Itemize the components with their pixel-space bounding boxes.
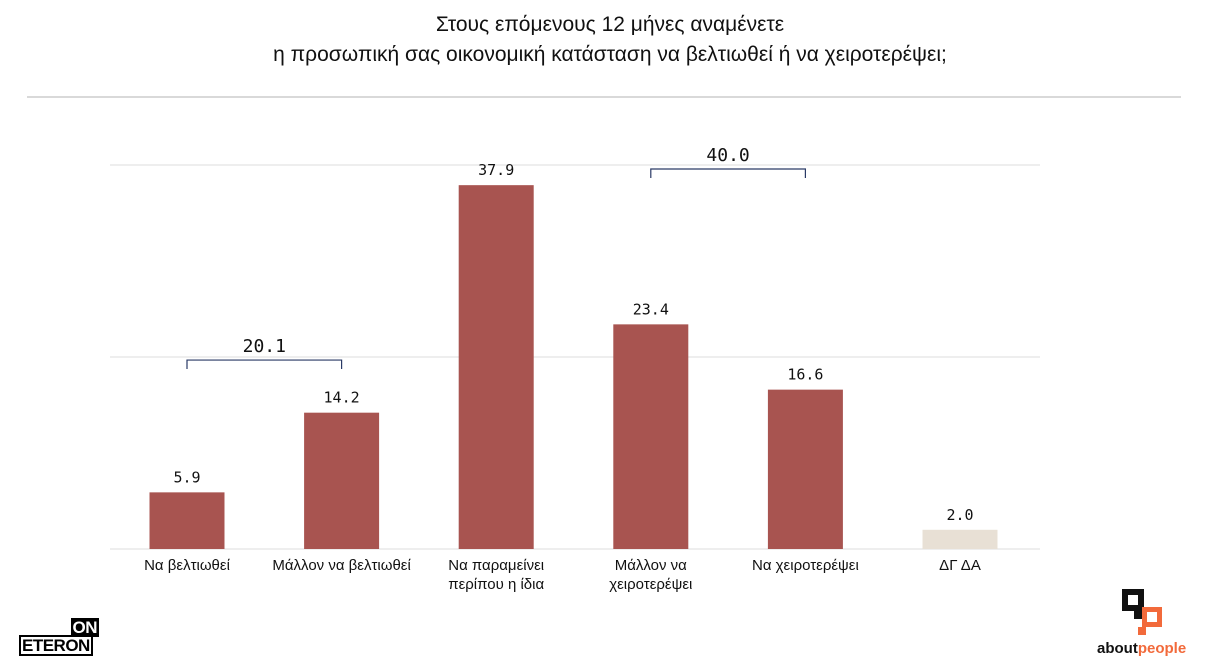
bar-value-label: 14.2 xyxy=(324,389,360,407)
eteron-logo-on: ON xyxy=(70,618,99,637)
bar xyxy=(922,529,998,549)
title-divider xyxy=(27,96,1181,98)
eteron-logo-word: ETERON xyxy=(19,635,93,656)
bar-value-label: 37.9 xyxy=(478,161,514,179)
x-tick-label: χειροτερέψει xyxy=(609,576,692,593)
x-tick-label: ΔΓ ΔΑ xyxy=(939,557,981,574)
chart-title: Στους επόμενους 12 μήνες αναμένετε η προ… xyxy=(0,10,1220,70)
x-tick-label: Μάλλον να xyxy=(615,557,687,574)
x-tick-label: περίπου η ίδια xyxy=(448,576,544,593)
x-tick-label: Μάλλον να βελτιωθεί xyxy=(272,557,411,574)
bar-value-label: 2.0 xyxy=(946,506,973,524)
bar xyxy=(458,185,534,549)
bar-value-label: 5.9 xyxy=(173,468,200,486)
bar-value-label: 16.6 xyxy=(787,366,823,384)
group-total-label: 20.1 xyxy=(243,336,286,357)
bar-value-label: 23.4 xyxy=(633,300,669,318)
x-tick-label: Να βελτιωθεί xyxy=(144,557,230,574)
bar xyxy=(767,389,843,549)
x-tick-label: Να χειροτερέψει xyxy=(752,557,859,574)
aboutpeople-logo-text: aboutpeople xyxy=(1097,640,1186,657)
group-total-label: 40.0 xyxy=(706,145,749,166)
aboutpeople-logo-icon xyxy=(1122,589,1162,635)
x-tick-label: Να παραμείνει xyxy=(448,557,544,574)
bar xyxy=(149,492,225,549)
eteron-logo: ON ETERON xyxy=(19,618,99,656)
aboutpeople-logo: aboutpeople xyxy=(1090,585,1190,657)
group-bracket xyxy=(186,359,343,370)
chart-title-line-1: Στους επόμενους 12 μήνες αναμένετε xyxy=(435,13,785,36)
bar xyxy=(613,324,689,549)
aboutpeople-logo-people: people xyxy=(1137,640,1187,657)
aboutpeople-logo-about: about xyxy=(1097,640,1138,657)
group-bracket xyxy=(650,168,806,178)
chart-title-line-2: η προσωπική σας οικονομική κατάσταση να … xyxy=(273,43,947,66)
bar xyxy=(304,412,380,549)
